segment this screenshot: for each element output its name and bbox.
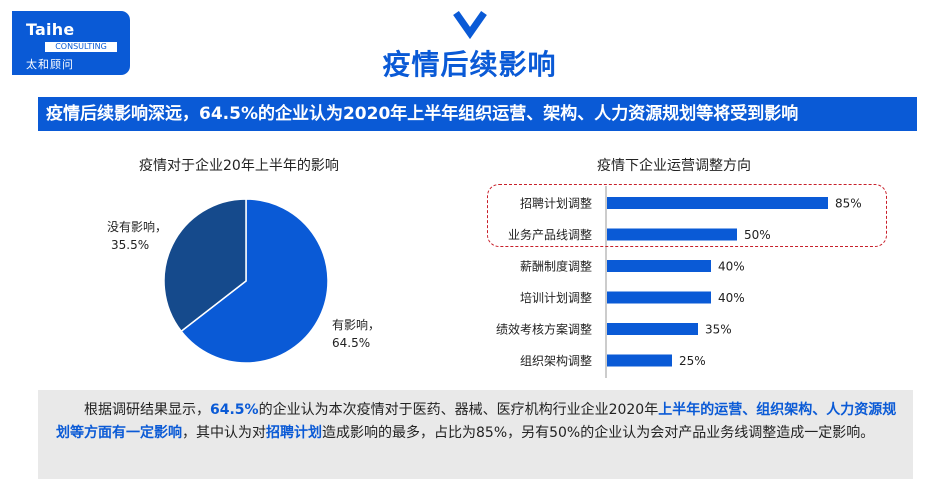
bar [607,197,828,209]
chevron-down-icon [453,10,487,39]
bar-chart: 招聘计划调整 85% 业务产品线调整 50% 薪酬制度调整 40% 培训计划调整 40% 绩效考… [496,186,862,378]
bar-value-label: 40% [718,260,745,274]
bar [607,323,698,335]
bar-category-label: 招聘计划调整 [520,196,592,211]
bar [607,228,737,241]
pie-label-no-impact-value: 35.5% [111,238,150,252]
bar-value-label: 25% [679,354,706,368]
bar [607,354,672,367]
bar-value-label: 50% [744,228,771,242]
pie-chart-title: 疫情对于企业20年上半年的影响 [139,158,339,174]
summary-text: 根据调研结果显示，64.5%的企业认为本次疫情对于医药、器械、医疗机构行业企业2… [38,390,913,479]
summary-part-1: 根据调研结果显示， [84,402,210,418]
bar-category-label: 培训计划调整 [520,290,592,305]
pie-label-no-impact-name: 没有影响， [107,220,168,234]
logo-english-name: Taihe [26,20,75,39]
pie-slice-impact [180,198,329,364]
pie-slice-no-impact [163,198,247,333]
pie-label-no-impact: 没有影响， 35.5% [107,218,167,254]
logo-chinese-name: 太和顾问 [26,58,74,71]
bar-category-label: 绩效考核方案调整 [496,322,592,337]
summary-part-4: 造成影响的最多，占比为85%，另有50%的企业认为会对产品业务线调整造成一定影响… [322,425,875,441]
bar-value-label: 35% [705,323,732,337]
pie-chart [163,198,329,364]
pie-label-impact-value: 64.5% [332,336,371,350]
page-title: 疫情后续影响 [382,48,557,81]
bar [607,291,711,304]
pie-label-impact-name: 有影响， [332,318,381,332]
highlight-box [487,184,887,247]
logo-tagline: CONSULTING [45,42,117,52]
bar-value-label: 85% [835,197,862,211]
taihe-logo: Taihe CONSULTING 太和顾问 [12,11,130,75]
pie-label-impact: 有影响， 64.5% [332,316,380,352]
summary-part-3: ，其中认为对 [182,425,266,441]
bar-category-label: 业务产品线调整 [508,227,592,242]
headline-banner: 疫情后续影响深远，64.5%的企业认为2020年上半年组织运营、架构、人力资源规… [38,97,917,131]
bar-category-label: 组织架构调整 [520,353,592,368]
summary-highlight-areas: 上半年的运营、组织架构、人力资源规划等方面有一定影响 [56,402,897,441]
bar-chart-title: 疫情下企业运营调整方向 [597,158,751,174]
summary-highlight-recruitment: 招聘计划 [266,425,322,441]
summary-part-2: 的企业认为本次疫情对于医药、器械、医疗机构行业企业2020年 [258,402,659,418]
bar-value-label: 40% [718,291,745,305]
bar [607,260,711,272]
bar-category-label: 薪酬制度调整 [520,259,592,274]
summary-highlight-percent: 64.5% [210,402,259,418]
